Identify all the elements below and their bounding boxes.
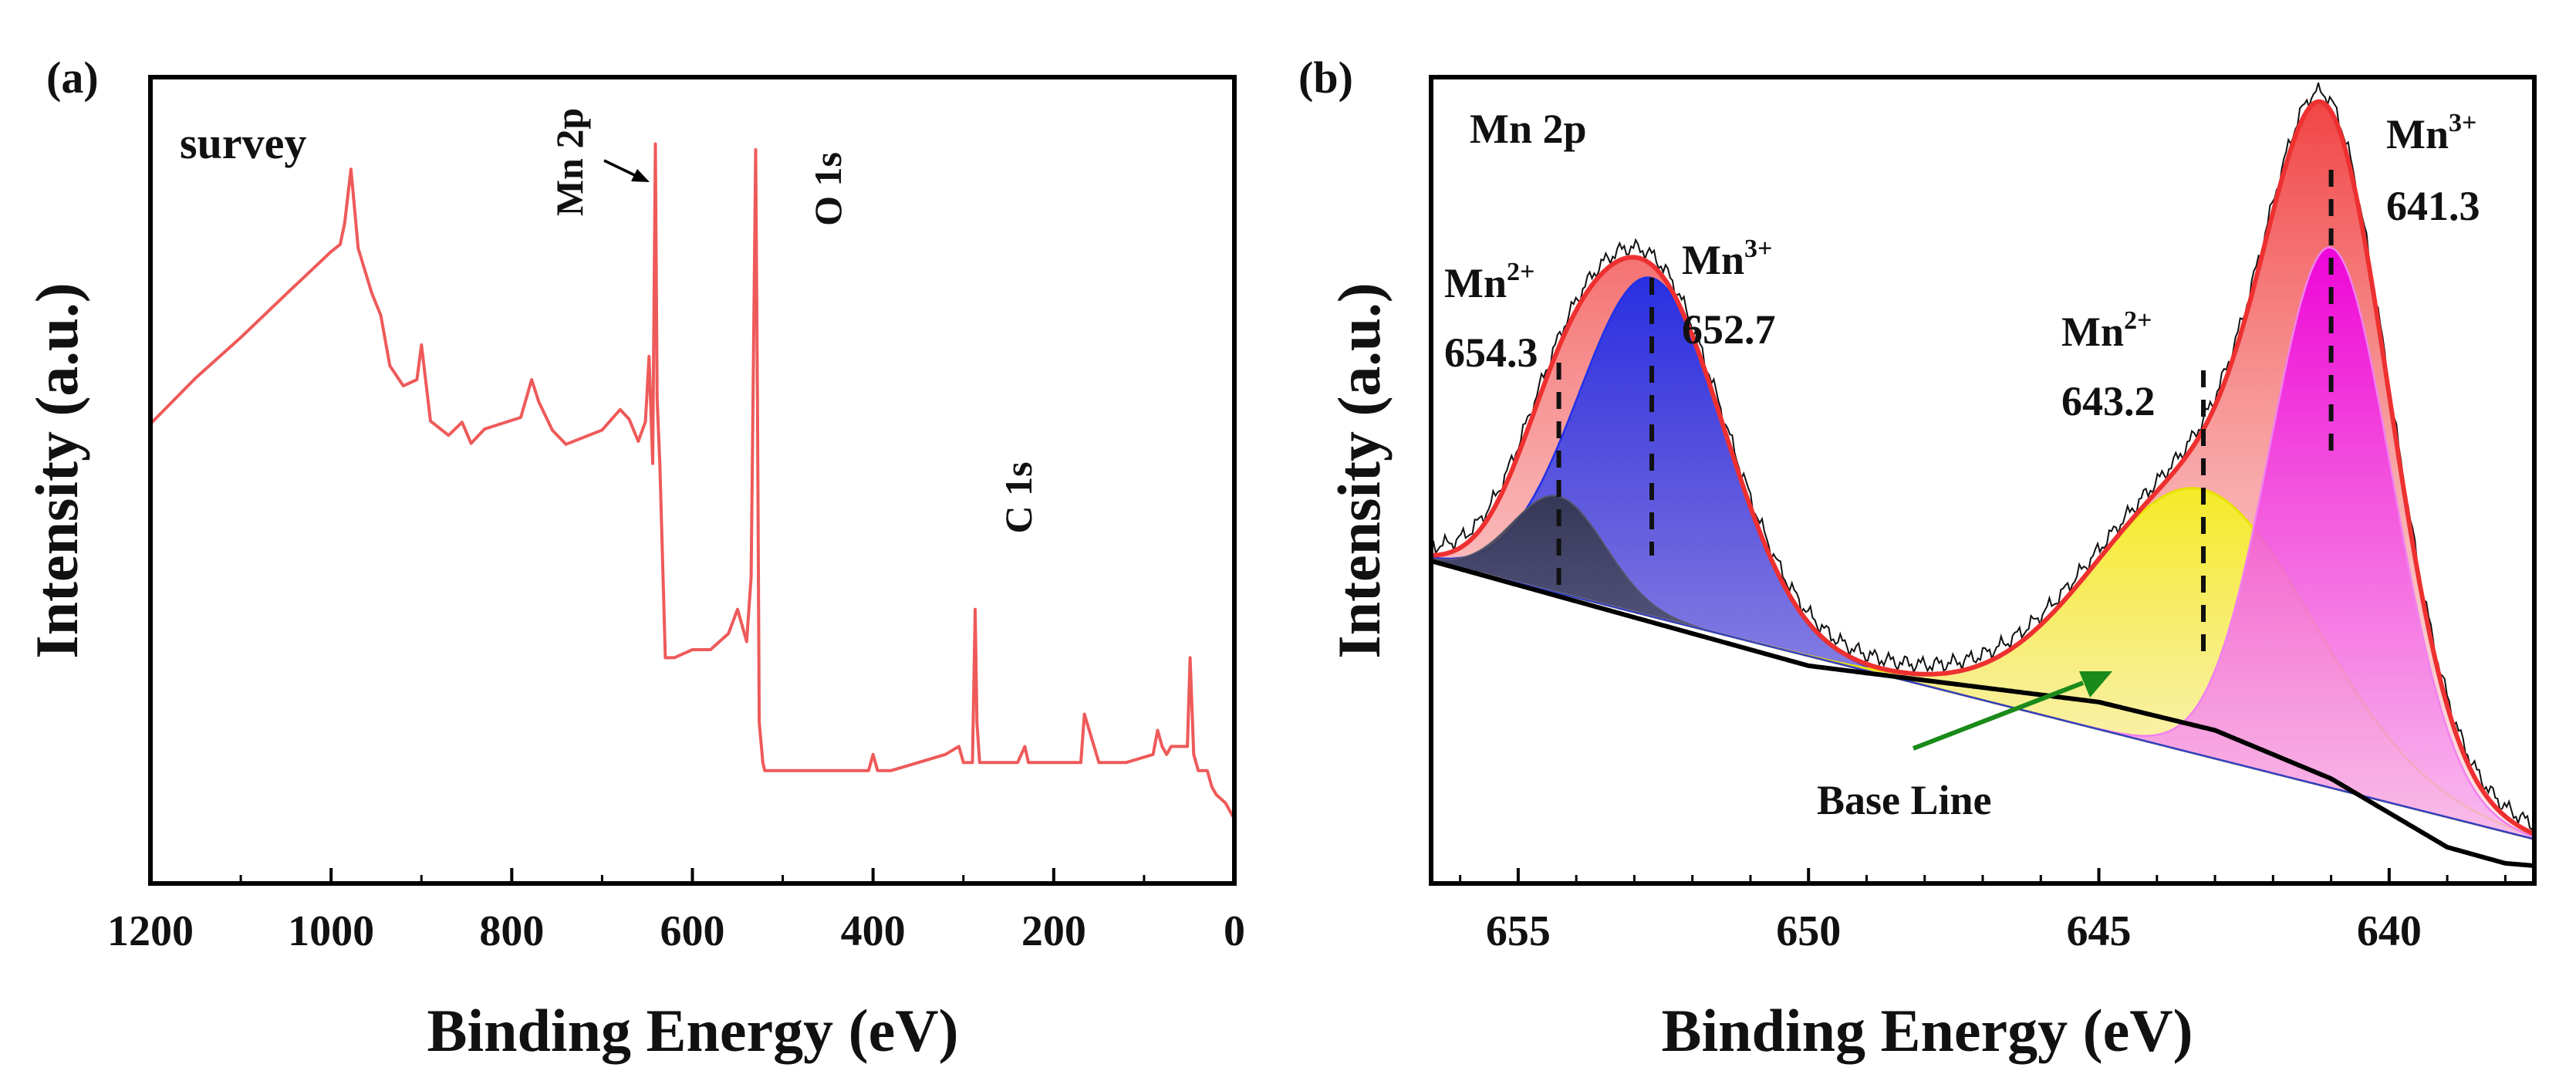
envelope-line xyxy=(1430,99,2536,836)
annotation-c1s: C 1s xyxy=(997,461,1040,533)
panel-b-label: (b) xyxy=(1298,52,1353,103)
panel-b-xtick-label: 655 xyxy=(1486,907,1551,955)
panel-b: (b) Intensity (a.u.) Binding Energy (eV)… xyxy=(1298,52,2537,1064)
panel-a-xtick-label: 600 xyxy=(660,907,725,955)
peak-value-652: 652.7 xyxy=(1682,306,1776,353)
raw-data-line xyxy=(1430,82,2535,831)
panel-b-xtick-label: 650 xyxy=(1776,907,1841,955)
panel-a-xtick-label: 1200 xyxy=(107,907,194,955)
panel-a-label: (a) xyxy=(46,52,99,103)
annotation-o1s: O 1s xyxy=(806,152,849,226)
panel-a-title: survey xyxy=(180,118,306,168)
peak-value-654: 654.3 xyxy=(1444,329,1538,376)
peak-label-mn3-652: Mn3+ xyxy=(1682,235,1772,283)
panel-a-ticks: 1200 1000 800 600 400 200 0 xyxy=(107,868,1245,955)
peak-value-643: 643.2 xyxy=(2061,378,2156,424)
baseline-arrowhead xyxy=(2079,671,2112,698)
peak-label-mn2-654: Mn2+ xyxy=(1444,258,1534,306)
panel-a-xtick-label: 400 xyxy=(841,907,906,955)
baseline-arrow xyxy=(1912,681,2085,751)
panel-a-xtick-label: 1000 xyxy=(288,907,374,955)
panel-b-xtick-label: 645 xyxy=(2067,907,2132,955)
panel-a: (a) Intensity (a.u.) Binding Energy (eV)… xyxy=(23,52,1245,1064)
annotation-mn2p: Mn 2p xyxy=(548,108,591,216)
panel-b-ylabel: Intensity (a.u.) xyxy=(1325,282,1393,659)
baseline-line xyxy=(1430,559,2535,868)
peak-value-641: 641.3 xyxy=(2386,183,2480,229)
panel-b-ticks: 655 650 645 640 xyxy=(1459,868,2507,955)
survey-line xyxy=(149,142,1236,820)
panel-a-ylabel: Intensity (a.u.) xyxy=(23,282,90,659)
panel-a-xtick-label: 800 xyxy=(479,907,544,955)
peak-markers xyxy=(1556,170,2334,656)
panel-a-xlabel: Binding Energy (eV) xyxy=(427,997,958,1064)
panel-a-xtick-label: 0 xyxy=(1224,907,1245,955)
baseline-label: Base Line xyxy=(1817,777,1992,823)
panel-b-frame xyxy=(1429,75,2537,886)
panel-b-xlabel: Binding Energy (eV) xyxy=(1661,997,2193,1064)
panel-a-frame xyxy=(148,75,1237,886)
mn2p-arrowhead xyxy=(631,169,650,182)
peak-label-mn3-641: Mn3+ xyxy=(2386,109,2476,157)
panel-a-xtick-label: 200 xyxy=(1021,907,1086,955)
panel-b-xtick-label: 640 xyxy=(2357,907,2422,955)
peak-label-mn2-643: Mn2+ xyxy=(2061,306,2152,355)
panel-b-title: Mn 2p xyxy=(1470,106,1587,152)
